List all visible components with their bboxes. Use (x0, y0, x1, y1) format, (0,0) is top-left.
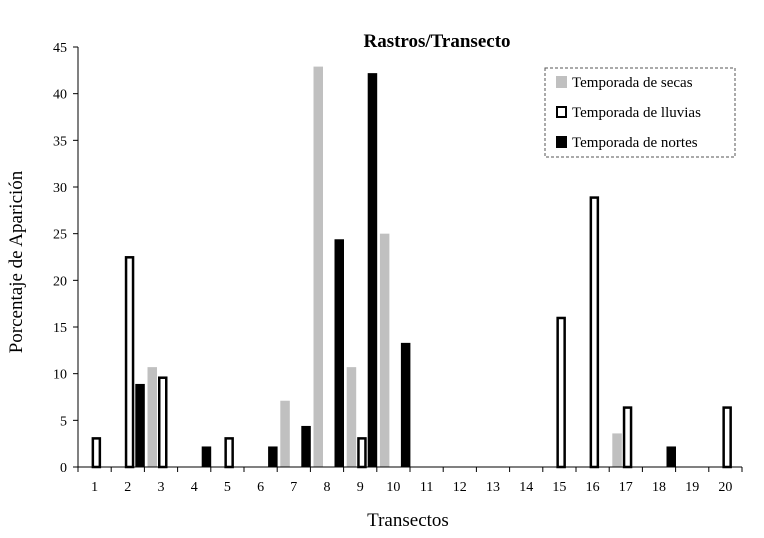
bar-temporada-de-lluvias-16 (589, 196, 600, 469)
x-tick-label: 8 (324, 480, 331, 495)
x-tick-label: 5 (224, 480, 231, 495)
bar-temporada-de-secas-3 (147, 367, 157, 467)
x-tick-label: 16 (586, 480, 600, 495)
y-tick-label: 30 (53, 181, 67, 196)
bar-temporada-de-lluvias-5 (224, 437, 234, 469)
bar-temporada-de-lluvias-3 (158, 376, 168, 469)
bar-temporada-de-nortes-2 (135, 383, 145, 467)
x-tick-label: 6 (257, 480, 264, 495)
bar-temporada-de-nortes-18 (666, 446, 676, 467)
legend-swatch (556, 136, 567, 148)
y-axis-title: Porcentaje de Aparición (6, 170, 27, 353)
y-tick-label: 5 (60, 414, 67, 429)
x-tick-label: 1 (91, 480, 98, 495)
bar-temporada-de-lluvias-2 (124, 256, 135, 469)
bar-temporada-de-nortes-4 (201, 446, 212, 467)
x-tick-label: 4 (191, 480, 198, 495)
x-tick-label: 12 (453, 480, 467, 495)
y-tick-label: 35 (53, 134, 67, 149)
bar-temporada-de-lluvias-1 (91, 437, 102, 469)
x-tick-label: 14 (519, 480, 533, 495)
legend-label: Temporada de lluvias (572, 105, 701, 121)
x-tick-label: 9 (357, 480, 364, 495)
x-tick-label: 18 (652, 480, 666, 495)
bar-temporada-de-nortes-10 (400, 342, 411, 467)
x-tick-label: 3 (158, 480, 165, 495)
y-tick-label: 40 (53, 88, 67, 103)
x-tick-label: 17 (619, 480, 633, 495)
bar-temporada-de-secas-17 (612, 433, 622, 467)
x-tick-label: 19 (685, 480, 699, 495)
legend-swatch (556, 76, 567, 88)
bar-temporada-de-nortes-9 (367, 73, 378, 467)
bar-temporada-de-lluvias-20 (722, 406, 732, 469)
chart-title: Rastros/Transecto (363, 31, 510, 52)
bar-temporada-de-nortes-8 (334, 239, 344, 467)
y-tick-label: 10 (53, 368, 67, 383)
x-tick-label: 13 (486, 480, 500, 495)
x-tick-label: 11 (420, 480, 433, 495)
bar-temporada-de-lluvias-17 (622, 406, 633, 469)
bar-temporada-de-nortes-7 (301, 425, 311, 467)
bar-temporada-de-lluvias-9 (357, 437, 367, 469)
legend-label: Temporada de secas (572, 75, 693, 91)
bar-temporada-de-secas-9 (346, 367, 357, 467)
bar-temporada-de-nortes-6 (268, 446, 278, 467)
y-tick-label: 45 (53, 41, 67, 56)
y-tick-label: 25 (53, 228, 67, 243)
x-tick-label: 15 (552, 480, 566, 495)
x-tick-label: 20 (718, 480, 732, 495)
x-tick-label: 7 (290, 480, 297, 495)
y-tick-label: 0 (60, 461, 67, 476)
legend-swatch (556, 106, 567, 118)
bar-temporada-de-secas-8 (313, 66, 323, 467)
bar-temporada-de-lluvias-15 (556, 316, 566, 469)
legend: Temporada de secas Temporada de lluvias Te… (544, 67, 736, 158)
y-tick-label: 15 (53, 321, 67, 336)
bar-temporada-de-secas-10 (379, 233, 390, 467)
bar-temporada-de-secas-7 (280, 400, 290, 467)
x-tick-label: 10 (386, 480, 400, 495)
x-tick-label: 2 (124, 480, 131, 495)
legend-label: Temporada de nortes (572, 135, 698, 151)
legend-box (544, 67, 736, 158)
y-tick-label: 20 (53, 274, 67, 289)
x-axis-title: Transectos (367, 510, 449, 531)
